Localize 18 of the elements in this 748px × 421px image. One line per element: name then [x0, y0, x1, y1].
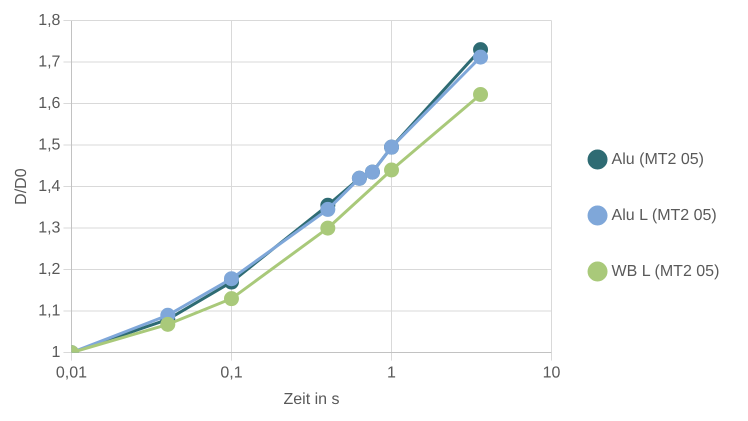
- y-tick-label: 1,3: [38, 220, 61, 237]
- y-tick-label: 1,8: [38, 12, 61, 30]
- x-tick-label: 1: [387, 364, 396, 382]
- x-axis-title: Zeit in s: [283, 390, 340, 408]
- y-tick-label: 1,6: [38, 95, 61, 112]
- y-tick-label: 1,5: [38, 136, 61, 154]
- y-tick-label: 1,7: [38, 54, 61, 71]
- legend-label: Alu L (MT2 05): [612, 206, 717, 224]
- y-tick-label: 1,2: [38, 261, 61, 278]
- y-tick-label: 1: [52, 344, 61, 362]
- legend-label: Alu (MT2 05): [612, 150, 704, 168]
- y-tick-label: 1,4: [38, 178, 61, 196]
- x-tick-label: 0,1: [220, 364, 243, 382]
- x-tick-label: 0,01: [56, 364, 88, 382]
- x-tick-label: 10: [542, 364, 561, 382]
- legend-label: WB L (MT2 05): [612, 262, 720, 280]
- y-axis-title: D/D0: [13, 168, 30, 205]
- y-tick-label: 1,1: [38, 302, 61, 320]
